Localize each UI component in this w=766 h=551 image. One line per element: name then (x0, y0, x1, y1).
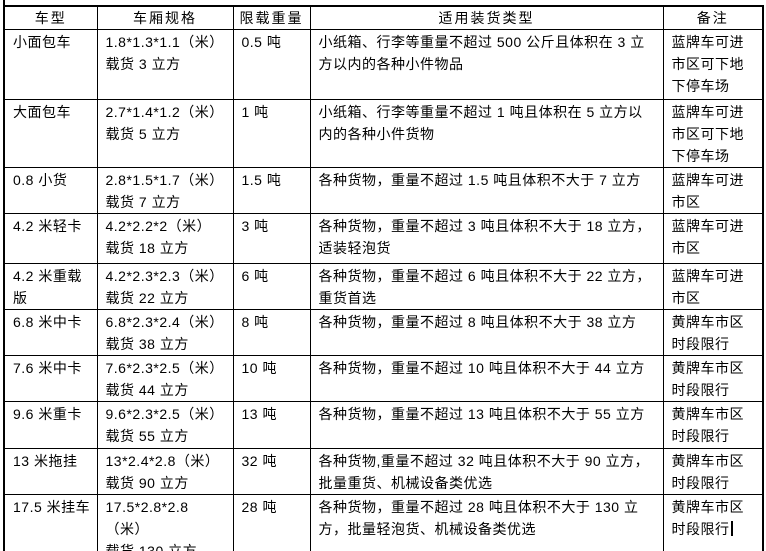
load-limit-cell[interactable]: 10 吨 (232, 355, 311, 402)
cargo-type-cell[interactable]: 各种货物，重量不超过 13 吨且体积不大于 55 立方 (309, 401, 664, 449)
cargo-type-cell[interactable]: 各种货物，重量不超过 1.5 吨且体积不大于 7 立方 (309, 167, 664, 214)
vehicle-type-cell[interactable]: 6.8 米中卡 (3, 309, 98, 356)
load-limit-cell[interactable]: 1.5 吨 (232, 167, 311, 214)
spec-cell[interactable]: 1.8*1.3*1.1（米） 载货 3 立方 (96, 29, 234, 100)
cargo-type-cell[interactable]: 各种货物，重量不超过 3 吨且体积不大于 18 立方， 适装轻泡货 (309, 213, 664, 264)
vehicle-type-cell[interactable]: 0.8 小货 (3, 167, 98, 214)
spec-cell[interactable]: 7.6*2.3*2.5（米） 载货 44 立方 (96, 355, 234, 402)
note-cell[interactable]: 黄牌车市区 时段限行 (662, 494, 764, 551)
header-row: 车型 车厢规格 限载重量 适用装货类型 备注 (3, 5, 764, 30)
table-row: 13 米拖挂 13*2.4*2.8（米） 载货 90 立方 32 吨 各种货物,… (3, 448, 764, 495)
load-limit-cell[interactable]: 1 吨 (232, 99, 311, 168)
col-header-spec[interactable]: 车厢规格 (96, 5, 234, 30)
cargo-type-cell[interactable]: 各种货物，重量不超过 10 吨且体积不大于 44 立方 (309, 355, 664, 402)
table-row: 4.2 米重载 版 4.2*2.3*2.3（米） 载货 22 立方 6 吨 各种… (3, 263, 764, 310)
spec-cell[interactable]: 2.8*1.5*1.7（米） 载货 7 立方 (96, 167, 234, 214)
table-row: 17.5 米挂车 17.5*2.8*2.8（米） 载货 130 立方 28 吨 … (3, 494, 764, 551)
cargo-type-cell[interactable]: 各种货物，重量不超过 6 吨且体积不大于 22 立方， 重货首选 (309, 263, 664, 310)
vehicle-type-cell[interactable]: 小面包车 (3, 29, 98, 100)
col-header-load-limit[interactable]: 限载重量 (232, 5, 311, 30)
note-cell[interactable]: 黄牌车市区 时段限行 (662, 309, 764, 356)
load-limit-cell[interactable]: 0.5 吨 (232, 29, 311, 100)
note-cell[interactable]: 蓝牌车可进 市区 (662, 213, 764, 264)
vehicle-type-cell[interactable]: 9.6 米重卡 (3, 401, 98, 449)
load-limit-cell[interactable]: 28 吨 (232, 494, 311, 551)
spec-cell[interactable]: 4.2*2.2*2（米） 载货 18 立方 (96, 213, 234, 264)
load-limit-cell[interactable]: 32 吨 (232, 448, 311, 495)
table-row: 大面包车 2.7*1.4*1.2（米） 载货 5 立方 1 吨 小纸箱、行李等重… (3, 99, 764, 168)
note-cell[interactable]: 黄牌车市区 时段限行 (662, 448, 764, 495)
col-header-cargo-type[interactable]: 适用装货类型 (309, 5, 664, 30)
table-row: 9.6 米重卡 9.6*2.3*2.5（米） 载货 55 立方 13 吨 各种货… (3, 401, 764, 449)
table-row: 小面包车 1.8*1.3*1.1（米） 载货 3 立方 0.5 吨 小纸箱、行李… (3, 29, 764, 100)
col-header-note[interactable]: 备注 (662, 5, 764, 30)
vehicle-type-cell[interactable]: 17.5 米挂车 (3, 494, 98, 551)
spec-cell[interactable]: 9.6*2.3*2.5（米） 载货 55 立方 (96, 401, 234, 449)
cargo-type-cell[interactable]: 各种货物，重量不超过 8 吨且体积不大于 38 立方 (309, 309, 664, 356)
cargo-type-cell[interactable]: 小纸箱、行李等重量不超过 500 公斤且体积在 3 立 方以内的各种小件物品 (309, 29, 664, 100)
cropped-line-fragment (3, 0, 5, 6)
vehicle-type-cell[interactable]: 大面包车 (3, 99, 98, 168)
note-cell[interactable]: 蓝牌车可进 市区 (662, 263, 764, 310)
note-cell[interactable]: 蓝牌车可进 市区可下地 下停车场 (662, 29, 764, 100)
table-row: 4.2 米轻卡 4.2*2.2*2（米） 载货 18 立方 3 吨 各种货物，重… (3, 213, 764, 264)
load-limit-cell[interactable]: 13 吨 (232, 401, 311, 449)
note-cell[interactable]: 黄牌车市区 时段限行 (662, 355, 764, 402)
load-limit-cell[interactable]: 8 吨 (232, 309, 311, 356)
note-cell[interactable]: 蓝牌车可进 市区可下地 下停车场 (662, 99, 764, 168)
cargo-type-cell[interactable]: 小纸箱、行李等重量不超过 1 吨且体积在 5 立方以 内的各种小件货物 (309, 99, 664, 168)
spec-cell[interactable]: 2.7*1.4*1.2（米） 载货 5 立方 (96, 99, 234, 168)
load-limit-cell[interactable]: 3 吨 (232, 213, 311, 264)
load-limit-cell[interactable]: 6 吨 (232, 263, 311, 310)
cargo-type-cell[interactable]: 各种货物,重量不超过 32 吨且体积不大于 90 立方， 批量重货、机械设备类优… (309, 448, 664, 495)
note-cell[interactable]: 蓝牌车可进 市区 (662, 167, 764, 214)
col-header-vehicle[interactable]: 车型 (3, 5, 98, 30)
spec-cell[interactable]: 4.2*2.3*2.3（米） 载货 22 立方 (96, 263, 234, 310)
spec-cell[interactable]: 6.8*2.3*2.4（米） 载货 38 立方 (96, 309, 234, 356)
vehicle-type-cell[interactable]: 4.2 米轻卡 (3, 213, 98, 264)
spec-cell[interactable]: 13*2.4*2.8（米） 载货 90 立方 (96, 448, 234, 495)
table-row: 0.8 小货 2.8*1.5*1.7（米） 载货 7 立方 1.5 吨 各种货物… (3, 167, 764, 214)
vehicle-type-cell[interactable]: 4.2 米重载 版 (3, 263, 98, 310)
vehicle-type-cell[interactable]: 7.6 米中卡 (3, 355, 98, 402)
table-row: 7.6 米中卡 7.6*2.3*2.5（米） 载货 44 立方 10 吨 各种货… (3, 355, 764, 402)
note-cell[interactable]: 黄牌车市区 时段限行 (662, 401, 764, 449)
table-row: 6.8 米中卡 6.8*2.3*2.4（米） 载货 38 立方 8 吨 各种货物… (3, 309, 764, 356)
note-text: 黄牌车市区 时段限行 (671, 499, 744, 537)
spec-cell[interactable]: 17.5*2.8*2.8（米） 载货 130 立方 (96, 494, 234, 551)
cargo-type-cell[interactable]: 各种货物，重量不超过 28 吨且体积不大于 130 立 方，批量轻泡货、机械设备… (309, 494, 664, 551)
text-cursor (730, 521, 733, 536)
vehicle-type-cell[interactable]: 13 米拖挂 (3, 448, 98, 495)
vehicle-spec-table: 车型 车厢规格 限载重量 适用装货类型 备注 小面包车 1.8*1.3*1.1（… (3, 5, 764, 551)
